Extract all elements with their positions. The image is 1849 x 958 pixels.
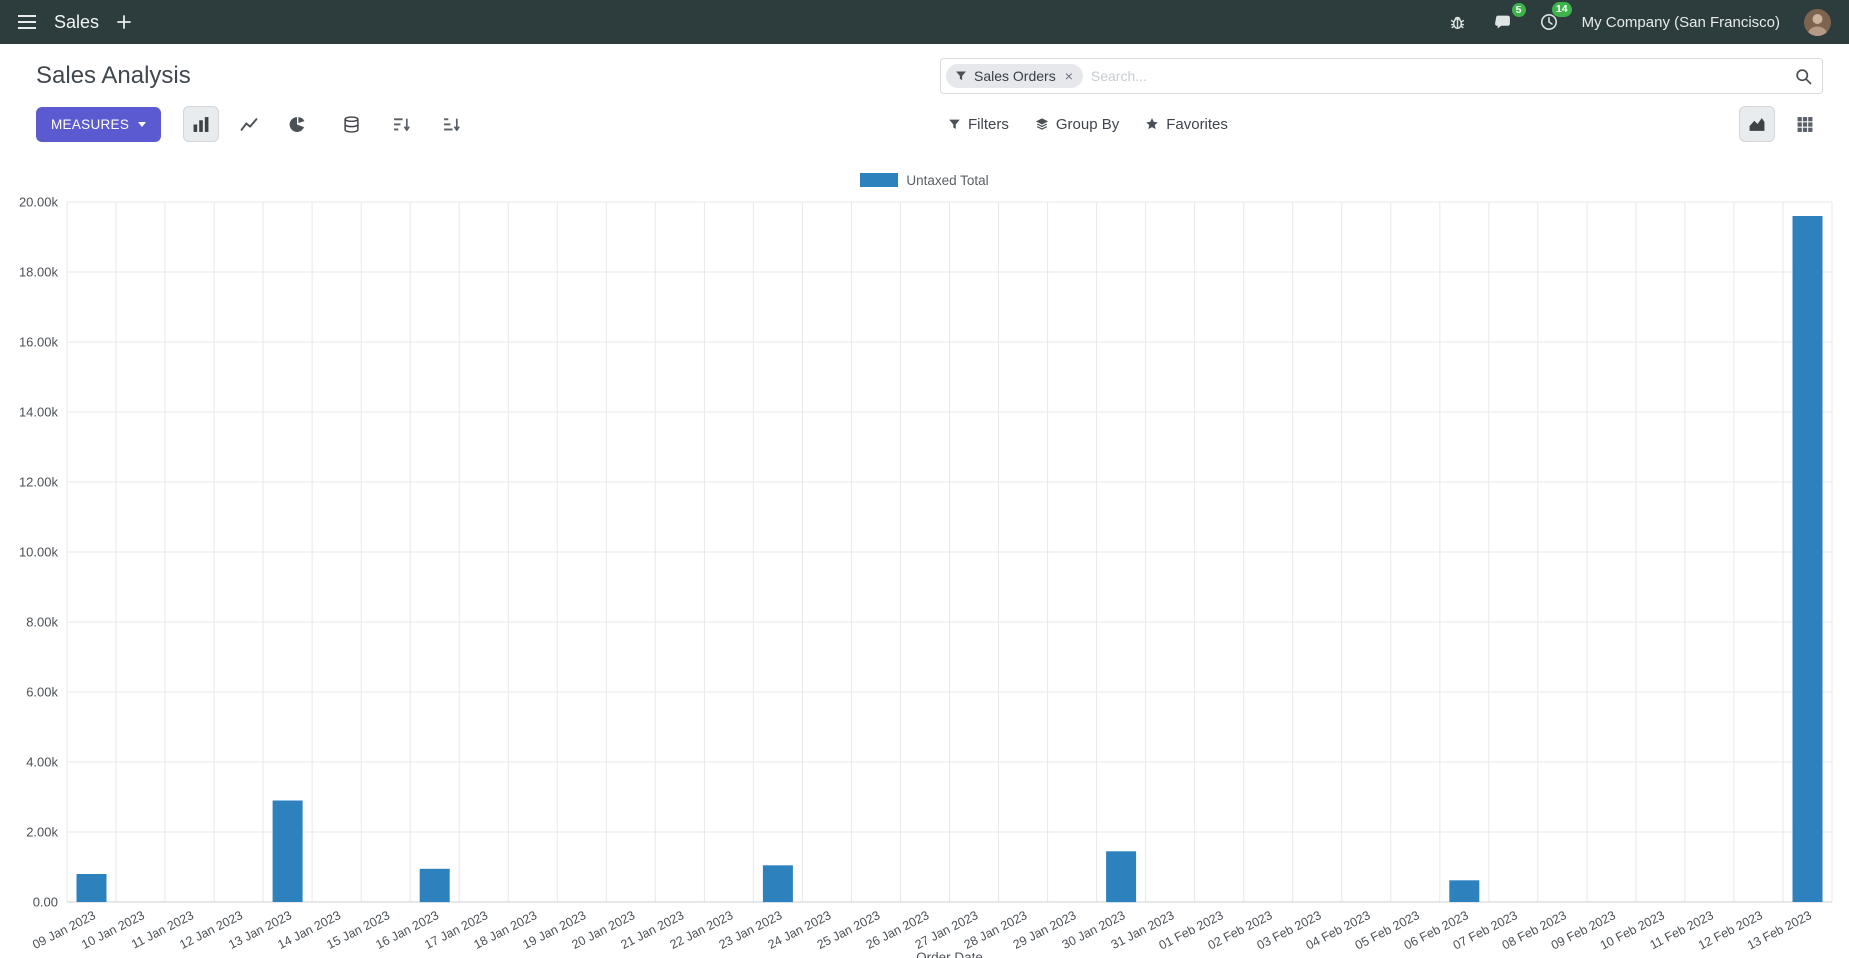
bar[interactable]	[762, 865, 793, 903]
bar-chart-button[interactable]	[183, 106, 220, 142]
bar[interactable]	[419, 868, 450, 903]
star-icon	[1146, 118, 1158, 130]
graph-view-button[interactable]	[1739, 106, 1775, 142]
bar-chart-icon	[193, 116, 209, 132]
search-facet-label: Sales Orders	[974, 68, 1056, 84]
y-tick-label: 18.00k	[19, 265, 59, 280]
group-by-button[interactable]: Group By	[1035, 116, 1119, 133]
y-tick-label: 14.00k	[19, 405, 59, 420]
funnel-icon	[956, 71, 966, 81]
top-navbar: Sales 5 14 My Company (San Francisco)	[0, 0, 1849, 44]
bar[interactable]	[1106, 851, 1137, 903]
y-tick-label: 6.00k	[26, 685, 58, 700]
search-options-group: Filters Group By Favorites	[948, 116, 1228, 133]
view-switcher	[1739, 106, 1823, 142]
chart-option-group	[333, 106, 469, 142]
y-tick-label: 10.00k	[19, 545, 59, 560]
stacked-toggle-button[interactable]	[333, 106, 369, 142]
pie-chart-icon	[289, 116, 305, 132]
y-tick-label: 20.00k	[19, 195, 59, 210]
sort-descending-icon	[393, 117, 410, 131]
bar-chart[interactable]: 0.00 2.00k 4.00k 6.00k 8.00k 10.00k 12.00k 14.0…	[0, 190, 1849, 958]
messages-icon[interactable]: 5	[1490, 2, 1526, 35]
area-chart-icon	[1749, 117, 1765, 131]
bar[interactable]	[272, 800, 303, 903]
stacked-database-icon	[344, 115, 359, 133]
y-tick-label: 4.00k	[26, 755, 58, 770]
activities-clock-icon[interactable]: 14	[1536, 2, 1572, 35]
chart-area: Untaxed Total 0.00 2.00k 4.00k 6.00k 8.00k 10…	[0, 152, 1849, 958]
bar[interactable]	[1449, 880, 1480, 902]
search-input[interactable]	[1090, 68, 1787, 84]
page-title: Sales Analysis	[36, 62, 191, 89]
chart-legend[interactable]: Untaxed Total	[0, 170, 1849, 190]
plus-icon[interactable]	[113, 11, 135, 33]
search-facet[interactable]: Sales Orders ×	[946, 64, 1083, 88]
chart-type-group	[183, 106, 315, 142]
sort-ascending-icon	[443, 117, 460, 131]
search-bar[interactable]: Sales Orders ×	[940, 58, 1823, 94]
x-axis-title: Order Date	[916, 950, 983, 958]
filters-button[interactable]: Filters	[948, 116, 1009, 133]
user-avatar[interactable]	[1800, 5, 1835, 40]
line-chart-button[interactable]	[231, 106, 267, 142]
facet-remove-icon[interactable]: ×	[1064, 68, 1073, 84]
legend-swatch	[860, 173, 899, 187]
sort-descending-button[interactable]	[383, 106, 419, 142]
y-tick-label: 16.00k	[19, 335, 59, 350]
line-chart-icon	[240, 117, 258, 131]
avatar-image	[1804, 8, 1831, 36]
layers-icon	[1035, 118, 1048, 130]
search-icon[interactable]	[1795, 68, 1812, 85]
pivot-view-button[interactable]	[1787, 106, 1823, 142]
sort-ascending-button[interactable]	[433, 106, 469, 142]
y-tick-label: 0.00	[33, 895, 58, 910]
y-tick-label: 8.00k	[26, 615, 58, 630]
bug-icon[interactable]	[1445, 10, 1470, 35]
y-tick-label: 12.00k	[19, 475, 59, 490]
activities-badge: 14	[1551, 2, 1572, 17]
pie-chart-button[interactable]	[279, 106, 315, 142]
control-panel: Sales Analysis Sales Orders × MEASURES	[0, 44, 1849, 152]
measures-button[interactable]: MEASURES	[36, 106, 162, 142]
company-switcher[interactable]: My Company (San Francisco)	[1581, 13, 1780, 31]
caret-down-icon	[138, 121, 147, 127]
hamburger-menu-icon[interactable]	[14, 11, 40, 33]
favorites-button[interactable]: Favorites	[1145, 116, 1228, 133]
pivot-table-icon	[1797, 116, 1813, 132]
y-tick-label: 2.00k	[26, 825, 58, 840]
app-name[interactable]: Sales	[54, 11, 100, 32]
bar[interactable]	[1792, 216, 1823, 902]
messages-badge: 5	[1511, 2, 1526, 17]
bar[interactable]	[76, 874, 107, 902]
funnel-icon	[949, 119, 960, 129]
legend-label: Untaxed Total	[906, 172, 989, 188]
